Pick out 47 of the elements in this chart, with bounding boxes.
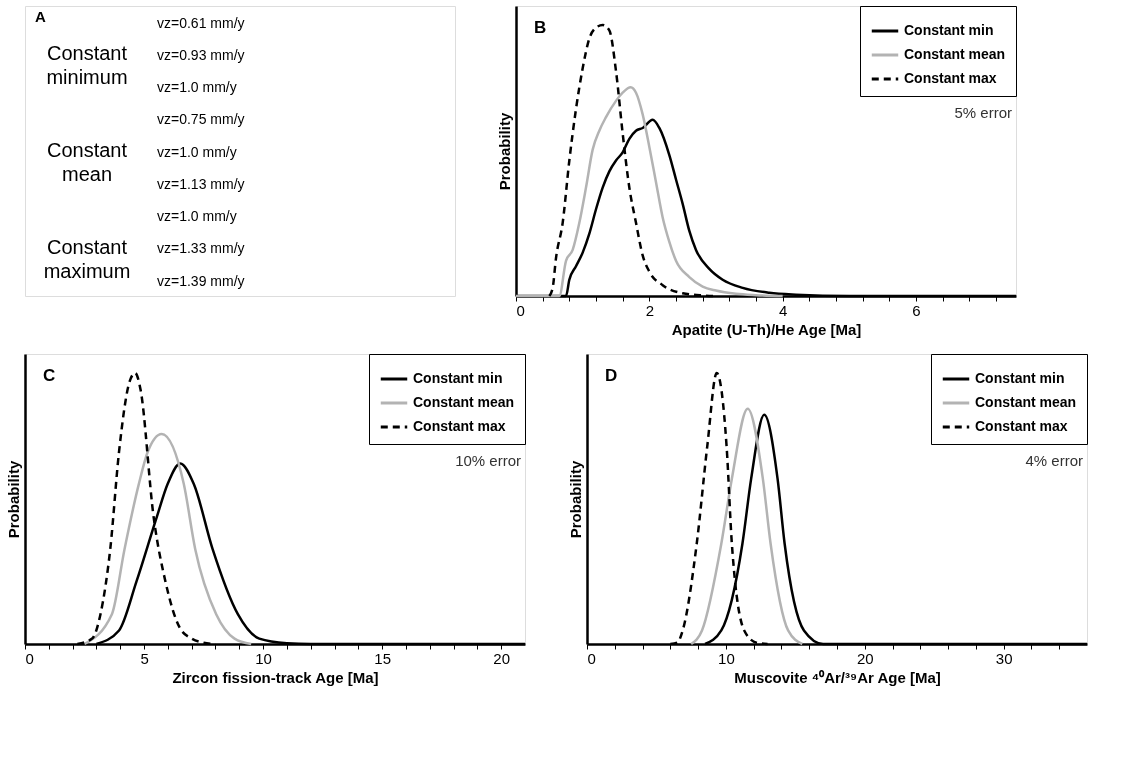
- chart-title: C: [43, 366, 56, 385]
- text: vz=1.13 mm/y: [157, 175, 245, 192]
- text: Constant mean: [46, 139, 128, 185]
- text: vz=1.0 mm/y: [157, 79, 237, 96]
- legend-label: Constant min: [975, 370, 1065, 386]
- x-tick-label: 4: [778, 301, 788, 319]
- x-tick-label: 0: [587, 649, 596, 667]
- text: Constant maximum: [43, 235, 131, 282]
- x-tick-label: 5: [140, 649, 149, 667]
- legend-label: Constant min: [413, 370, 503, 386]
- y-axis-title: Probability: [4, 460, 22, 539]
- y-axis-title: Probability: [495, 112, 513, 191]
- x-tick-label: 2: [645, 301, 655, 319]
- legend-label: Constant mean: [975, 394, 1077, 410]
- x-tick-label: 0: [25, 649, 34, 667]
- legend-label: Constant min: [904, 22, 994, 38]
- text: A: [35, 8, 46, 26]
- x-tick-label: 30: [995, 649, 1013, 667]
- x-tick-label: 0: [516, 301, 525, 319]
- chart-title: B: [534, 18, 547, 37]
- annotation: 5% error: [954, 104, 1012, 121]
- legend-label: Constant mean: [413, 394, 515, 410]
- text: vz=0.93 mm/y: [157, 46, 245, 63]
- x-tick-label: 6: [912, 301, 921, 319]
- text: vz=1.0 mm/y: [157, 208, 237, 225]
- legend-label: Constant max: [413, 418, 506, 434]
- annotation: 4% error: [1025, 452, 1083, 469]
- x-axis-title: Zircon fission-track Age [Ma]: [172, 668, 379, 686]
- text: vz=1.39 mm/y: [157, 272, 245, 289]
- text: vz=1.0 mm/y: [157, 143, 237, 160]
- legend-label: Constant mean: [904, 46, 1006, 62]
- x-axis-title: Apatite (U-Th)/He Age [Ma]: [671, 320, 862, 338]
- x-tick-label: 20: [856, 649, 874, 667]
- x-axis-title: Muscovite ⁴⁰Ar/³⁹Ar Age [Ma]: [734, 668, 941, 686]
- legend-label: Constant max: [904, 70, 997, 86]
- legend-label: Constant max: [975, 418, 1068, 434]
- text: vz=0.75 mm/y: [157, 111, 245, 128]
- x-tick-label: 15: [374, 649, 391, 667]
- annotation: 10% error: [455, 452, 521, 469]
- text: vz=1.33 mm/y: [157, 240, 245, 257]
- chart-title: D: [605, 366, 618, 385]
- x-tick-label: 10: [255, 649, 272, 667]
- text: Constant minimum: [46, 42, 128, 89]
- text: vz=0.61 mm/y: [157, 14, 245, 31]
- x-tick-label: 20: [493, 649, 511, 667]
- y-axis-title: Probability: [566, 460, 584, 539]
- x-tick-label: 10: [718, 649, 735, 667]
